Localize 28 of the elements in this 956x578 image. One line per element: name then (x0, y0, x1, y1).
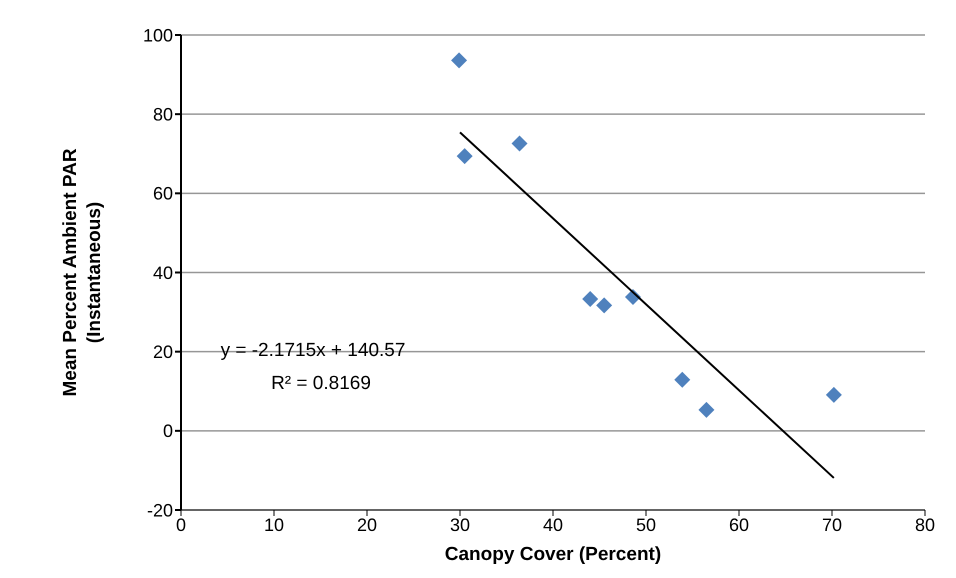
annotation: R² = 0.8169 (271, 373, 371, 395)
x-tick-label: 60 (728, 514, 750, 535)
y-tick-label: 20 (152, 342, 173, 362)
y-tick-label: 100 (142, 25, 173, 46)
point (512, 135, 528, 152)
x-tick-label: 10 (264, 514, 284, 535)
x-axis-title: Canopy Cover (Percent) (444, 544, 662, 565)
point (451, 52, 468, 68)
y-tick-label: 80 (152, 104, 173, 125)
point (582, 291, 598, 308)
point (674, 372, 690, 388)
point (826, 386, 842, 403)
x-tick-label: 20 (356, 514, 378, 535)
point (456, 148, 473, 164)
x-tick-label: 0 (176, 514, 186, 535)
y-axis-title: Mean Percent Ambient PAR (Instantaneous) (60, 148, 105, 397)
y-tick-label: -20 (146, 500, 173, 520)
x-tick-label: 50 (636, 514, 656, 535)
x-tick-label: 40 (542, 514, 564, 535)
y-tick-label: 60 (152, 184, 173, 204)
y-tick-label: 40 (152, 262, 173, 283)
point (596, 297, 612, 314)
annotation: y = -2.1715x + 140.57 (220, 340, 406, 362)
point (698, 402, 714, 418)
y-tick-label: 0 (162, 421, 173, 442)
x-tick-label: 30 (450, 514, 470, 535)
x-tick-label: 70 (822, 514, 842, 535)
x-tick-label: 80 (914, 514, 936, 535)
